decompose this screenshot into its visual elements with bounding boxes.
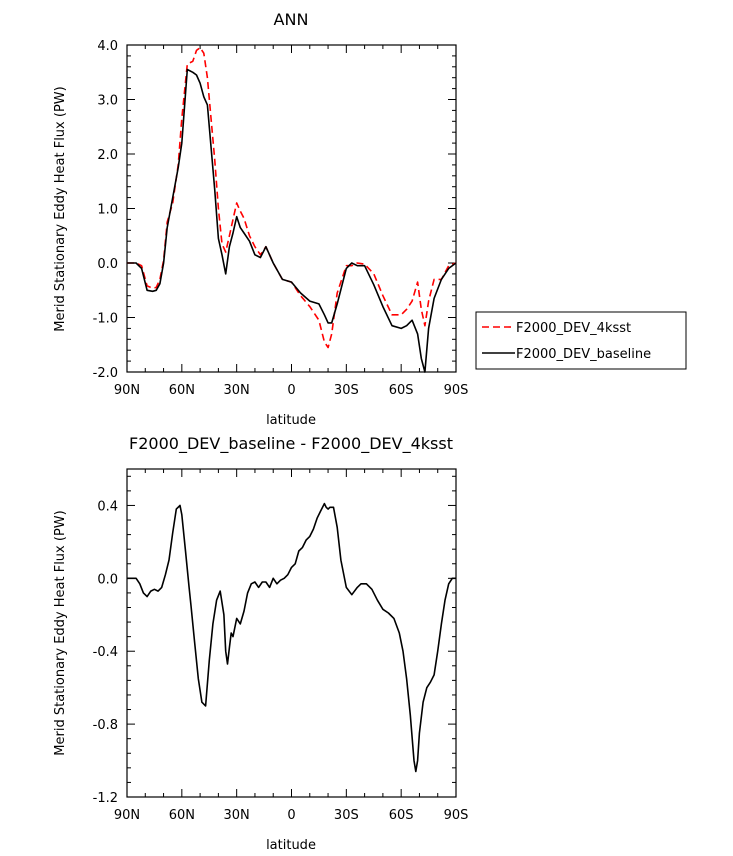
top-ytick-label: 1.0 [97, 203, 118, 218]
legend: F2000_DEV_4ksst F2000_DEV_baseline [475, 311, 687, 370]
top-xtick-label: 60S [389, 383, 414, 398]
bottom-xtick-label: 0 [287, 808, 295, 823]
top-plot-frame [126, 44, 457, 373]
bottom-ytick-label: 0.0 [97, 572, 118, 587]
bottom-panel: F2000_DEV_baseline - F2000_DEV_4ksst 90N… [53, 434, 468, 853]
top-ytick-label: -1.0 [93, 312, 118, 327]
top-ylabel: Merid Stationary Eddy Heat Flux (PW) [53, 86, 68, 331]
top-ytick-label: -2.0 [93, 366, 118, 381]
top-ytick-label: 4.0 [97, 39, 118, 54]
bottom-title: F2000_DEV_baseline - F2000_DEV_4ksst [129, 434, 453, 454]
bottom-ytick-label: -0.4 [93, 645, 118, 660]
top-xtick-label: 60N [169, 383, 195, 398]
top-series-line-F2000_DEV_4ksst [127, 46, 457, 349]
bottom-xtick-label: 90N [114, 808, 140, 823]
bottom-ytick-label: -0.8 [93, 718, 118, 733]
bottom-xtick-label: 60N [169, 808, 195, 823]
top-ytick-label: 0.0 [97, 257, 118, 272]
bottom-series-lines [127, 502, 456, 773]
bottom-xlabel: latitude [266, 838, 316, 853]
top-panel: ANN 90N 60N 30N 0 30S 60S 90S 4.0 3.0 2.0 1.0 0.0 -1… [53, 10, 468, 428]
top-xtick-label: 90N [114, 383, 140, 398]
legend-label-4ksst: F2000_DEV_4ksst [516, 321, 631, 336]
top-ticks: 90N 60N 30N 0 30S 60S 90S 4.0 3.0 2.0 1.0 0.0 -1.0 -2… [93, 39, 469, 398]
top-ytick-label: 2.0 [97, 148, 118, 163]
top-ytick-label: 3.0 [97, 94, 118, 109]
top-xtick-label: 30S [334, 383, 359, 398]
bottom-xtick-label: 30N [224, 808, 250, 823]
top-xlabel: latitude [266, 413, 316, 428]
bottom-series-line-difference [127, 502, 456, 773]
top-title: ANN [274, 10, 309, 29]
legend-box [475, 311, 687, 370]
bottom-xtick-label: 30S [334, 808, 359, 823]
top-series-lines [127, 46, 457, 373]
top-xtick-label: 90S [444, 383, 469, 398]
legend-label-baseline: F2000_DEV_baseline [516, 347, 651, 362]
bottom-ytick-label: -1.2 [93, 791, 118, 806]
bottom-xtick-label: 90S [444, 808, 469, 823]
bottom-ylabel: Merid Stationary Eddy Heat Flux (PW) [53, 510, 68, 755]
top-xtick-label: 30N [224, 383, 250, 398]
bottom-ticks: 90N 60N 30N 0 30S 60S 90S 0.4 0.0 -0.4 -0.8 -1.2 [93, 469, 469, 823]
top-series-line-F2000_DEV_baseline [127, 68, 457, 373]
bottom-xtick-label: 60S [389, 808, 414, 823]
bottom-plot-frame [126, 468, 457, 798]
bottom-ytick-label: 0.4 [97, 499, 118, 514]
top-xtick-label: 0 [287, 383, 295, 398]
